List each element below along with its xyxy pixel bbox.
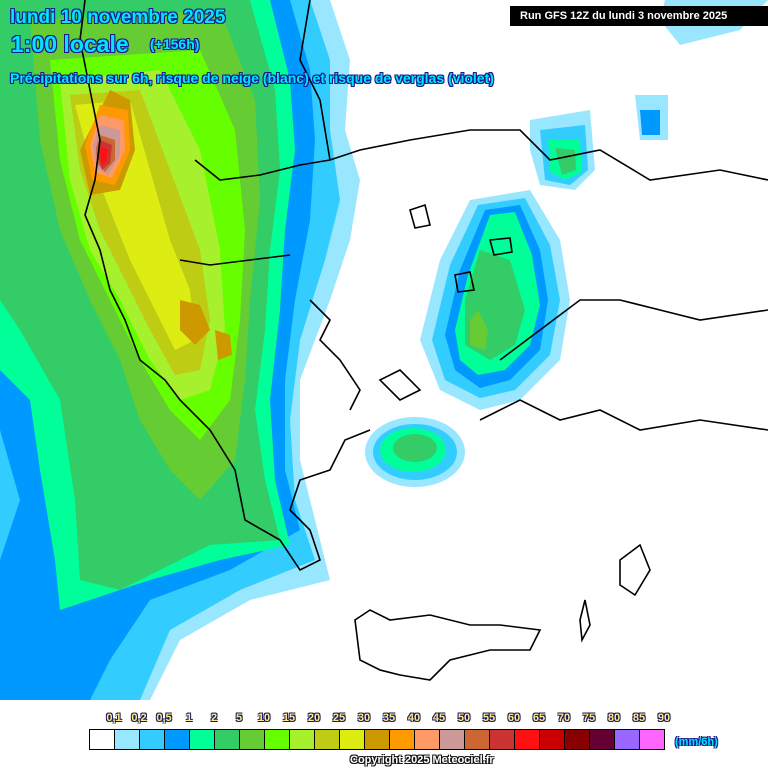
legend-label: 20 [307, 712, 321, 724]
legend-swatch [215, 730, 240, 749]
legend-swatch [340, 730, 365, 749]
legend-swatch [390, 730, 415, 749]
legend-swatch [140, 730, 165, 749]
legend-label: 70 [557, 712, 571, 724]
legend-swatch [115, 730, 140, 749]
legend-swatch [640, 730, 664, 749]
copyright-text: Copyright 2025 Meteociel.fr [350, 754, 494, 766]
legend-color-bar [89, 729, 665, 750]
legend-swatch [415, 730, 440, 749]
legend-label: 35 [382, 712, 396, 724]
legend-swatch [440, 730, 465, 749]
legend-label: 0,5 [156, 712, 172, 724]
precip-field-north-aegean [420, 0, 768, 410]
legend-unit: (mm/6h) [675, 736, 718, 748]
forecast-time: 1:00 locale [11, 31, 129, 57]
legend-swatch [565, 730, 590, 749]
legend-label: 0,1 [106, 712, 122, 724]
legend-label: 55 [482, 712, 496, 724]
legend-swatch [465, 730, 490, 749]
legend-label: 40 [407, 712, 421, 724]
legend-swatch [290, 730, 315, 749]
legend-label: 50 [457, 712, 471, 724]
legend-swatch [90, 730, 115, 749]
legend-swatch [590, 730, 615, 749]
legend-label: 30 [357, 712, 371, 724]
legend-swatch [165, 730, 190, 749]
legend-labels: 0,1 0,2 0,5 1 2 5 10 15 20 25 30 35 40 45 50 55 60 65 70 75… [89, 712, 689, 730]
legend-swatch [540, 730, 565, 749]
legend-swatch [190, 730, 215, 749]
legend-label: 10 [257, 712, 271, 724]
legend-swatch [365, 730, 390, 749]
legend-label: 85 [632, 712, 646, 724]
legend-label: 60 [507, 712, 521, 724]
legend-label: 0,2 [131, 712, 147, 724]
coastlines [79, 0, 768, 681]
forecast-lead-time: (+156h) [150, 36, 200, 52]
legend-swatch [515, 730, 540, 749]
legend-label: 25 [332, 712, 346, 724]
legend-label: 80 [607, 712, 621, 724]
map-description: Précipitations sur 6h, risque de neige (… [10, 70, 494, 86]
legend-swatch [265, 730, 290, 749]
legend-label: 65 [532, 712, 546, 724]
legend-label: 1 [185, 712, 193, 724]
model-run-banner: Run GFS 12Z du lundi 3 novembre 2025 [510, 6, 768, 26]
legend-swatch [615, 730, 640, 749]
legend-swatch [315, 730, 340, 749]
legend-label: 75 [582, 712, 596, 724]
legend-swatch [240, 730, 265, 749]
precip-field-cyclades [365, 417, 465, 487]
legend-label: 5 [235, 712, 243, 724]
legend-label: 2 [210, 712, 218, 724]
forecast-date: lundi 10 novembre 2025 [10, 7, 226, 28]
legend-label: 45 [432, 712, 446, 724]
legend-label: 15 [282, 712, 296, 724]
legend-label: 90 [657, 712, 671, 724]
legend-swatch [490, 730, 515, 749]
